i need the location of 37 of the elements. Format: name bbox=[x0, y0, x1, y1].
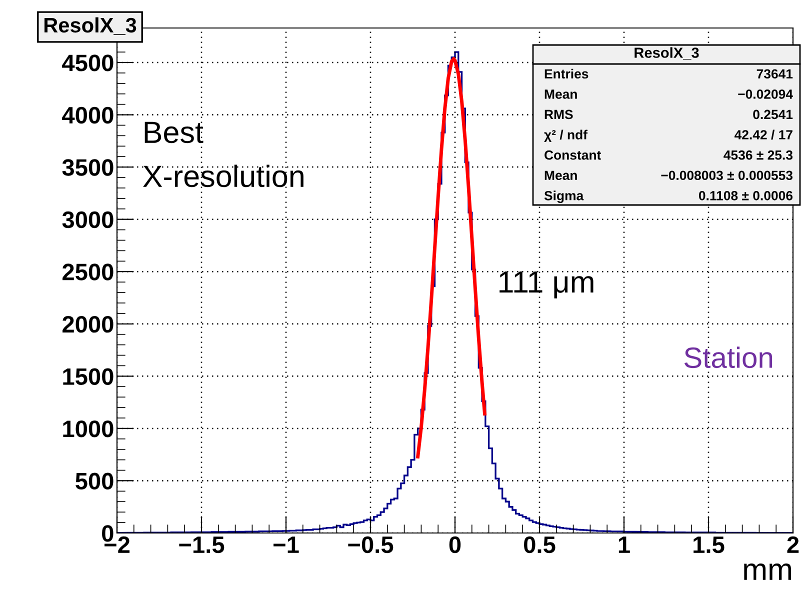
annotation: Best X-resolution bbox=[143, 122, 304, 188]
x-tick-label: 1 bbox=[618, 536, 630, 553]
x-tick-label: 0 bbox=[449, 536, 461, 554]
y-tick-label: 3500 bbox=[62, 159, 114, 176]
x-tick-label: 0.5 bbox=[524, 536, 556, 554]
annotation: −0.008003 ± 0.000553 bbox=[661, 170, 793, 180]
x-tick-label: −0.5 bbox=[348, 536, 394, 554]
annotation: Sigma bbox=[544, 190, 584, 203]
y-tick-label: 500 bbox=[76, 472, 114, 490]
annotation: Entries bbox=[544, 68, 588, 79]
annotation: Mean bbox=[544, 90, 577, 99]
y-tick-label: 3000 bbox=[62, 211, 114, 228]
x-tick-label: −1.5 bbox=[179, 536, 224, 554]
annotation: 42.42 / 17 bbox=[734, 130, 792, 140]
y-tick-label: 1000 bbox=[63, 420, 114, 438]
x-tick-label: 2 bbox=[787, 536, 799, 553]
chart-title: ResolX_3 bbox=[44, 17, 136, 35]
y-tick-label: 1500 bbox=[63, 368, 114, 385]
annotation: Station bbox=[684, 346, 772, 368]
x-tick-label: 1.5 bbox=[694, 536, 724, 554]
x-axis-title: mm bbox=[744, 563, 791, 580]
annotation: 4536 ± 25.3 bbox=[724, 150, 793, 160]
y-tick-label: 2000 bbox=[62, 316, 114, 333]
annotation: 73641 bbox=[756, 69, 793, 79]
annotation: 111 μm bbox=[500, 272, 594, 298]
annotation: ResolX_3 bbox=[634, 47, 699, 60]
y-tick-label: 2500 bbox=[62, 264, 114, 280]
annotation: Constant bbox=[544, 150, 602, 160]
annotation: χ² / ndf bbox=[544, 130, 588, 142]
y-tick-label: 4500 bbox=[62, 54, 114, 72]
annotation: 0.1108 ± 0.0006 bbox=[698, 191, 793, 200]
annotation: RMS bbox=[544, 110, 573, 120]
annotation: −0.02094 bbox=[738, 90, 793, 99]
x-tick-label: −1 bbox=[274, 536, 299, 553]
annotation: 0.2541 bbox=[753, 110, 793, 120]
y-tick-label: 4000 bbox=[62, 106, 114, 124]
annotation: Mean bbox=[544, 170, 577, 180]
